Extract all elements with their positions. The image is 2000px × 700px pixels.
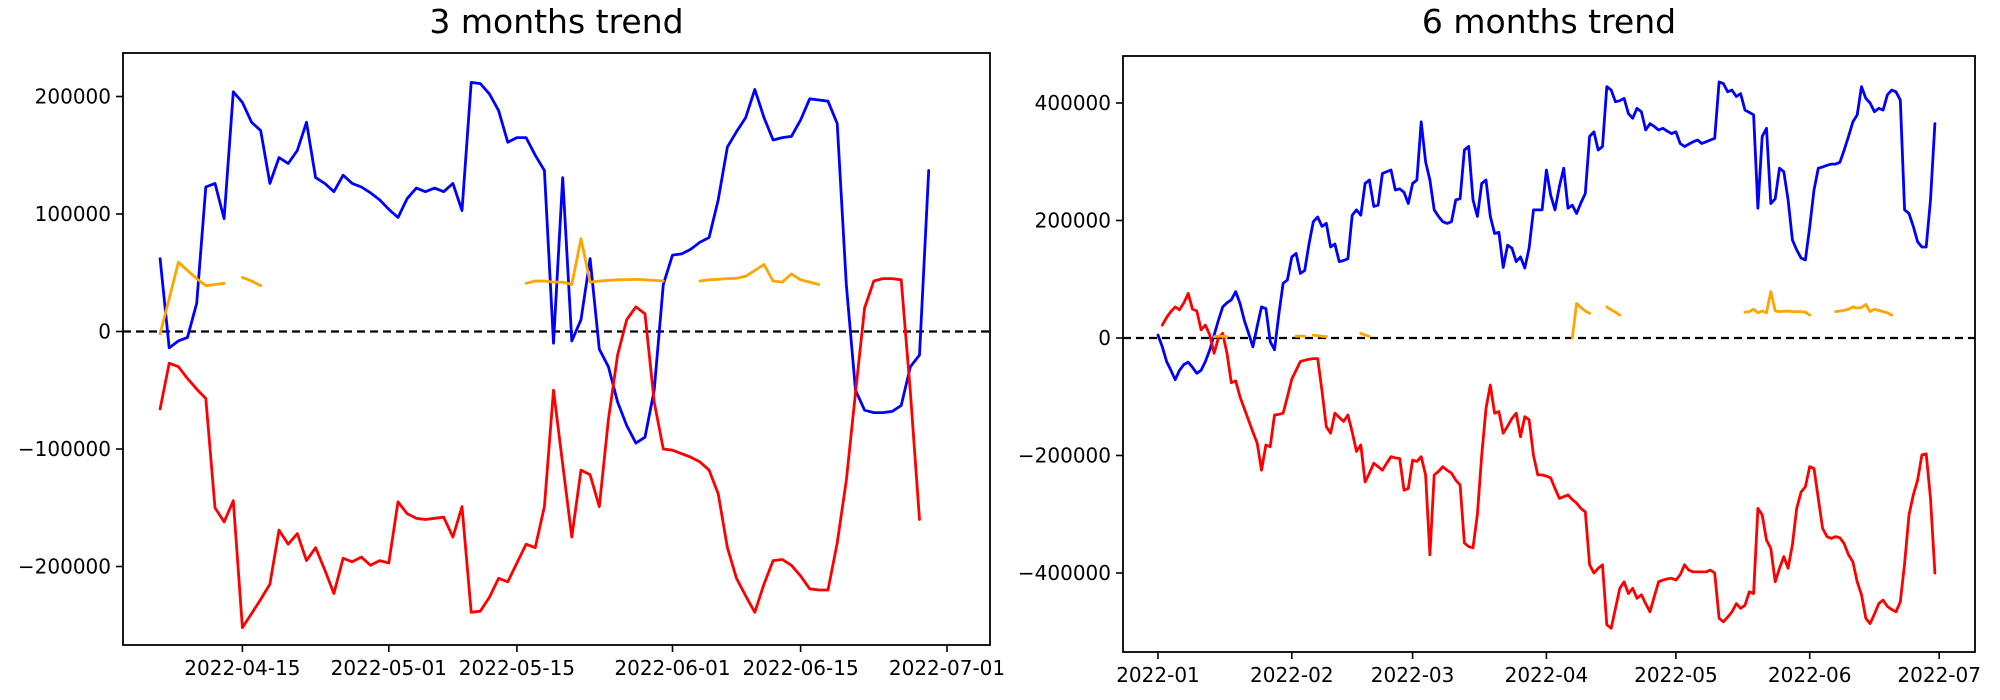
six-months-ytick-label: −200000 — [1018, 444, 1111, 468]
right-chart-title: 6 months trend — [1421, 2, 1677, 41]
six-months-series-neutral-trend — [1570, 301, 1591, 340]
six-months-xtick-label: 2022-01 — [1116, 663, 1200, 687]
six-months-series-neutral-trend — [1743, 290, 1812, 317]
three-months-series-positive-trend — [158, 81, 931, 445]
six-months-plot-border — [1122, 55, 1976, 653]
six-months-series-neutral-trend — [1605, 305, 1622, 317]
three-months-ytick-label: 0 — [98, 320, 111, 344]
six-months-xtick-label: 2022-04 — [1505, 663, 1589, 687]
three-months-ytick-label: 200000 — [35, 85, 111, 109]
left-chart-title: 3 months trend — [429, 2, 684, 41]
six-months-series-neutral-trend — [1834, 303, 1894, 317]
three-months-ytick-label: −200000 — [18, 555, 111, 579]
six-months-xtick-label: 2022-05 — [1634, 663, 1718, 687]
three-months-plot-border — [122, 52, 991, 646]
three-months-ytick-label: −100000 — [18, 437, 111, 461]
three-months-series-neutral-trend — [158, 260, 226, 336]
six-months-xtick-label: 2022-02 — [1250, 663, 1334, 687]
six-months-ytick-label: −400000 — [1018, 561, 1111, 585]
three-months-series-neutral-trend — [524, 237, 665, 286]
six-months-plot-area — [1123, 56, 1975, 652]
six-months-ytick-label: 0 — [1098, 326, 1111, 350]
three-months-xtick-label: 2022-06-15 — [742, 656, 858, 680]
three-months-xtick-label: 2022-05-01 — [331, 656, 447, 680]
six-months-series-negative-trend — [1160, 291, 1937, 630]
three-months-panel: 200000 100000 0 −100000 −200000 2022-04-15 202… — [18, 52, 1005, 680]
six-months-xtick-label: 2022-06 — [1768, 663, 1852, 687]
six-months-series-neutral-trend — [1212, 334, 1229, 339]
three-months-xtick-label: 2022-04-15 — [184, 656, 300, 680]
six-months-xtick-label: 2022-03 — [1371, 663, 1455, 687]
six-months-series-neutral-trend — [1311, 333, 1328, 339]
six-months-panel: 400000 200000 0 −200000 −400000 2022-01 2022-0… — [1018, 55, 1981, 687]
six-months-ytick-label: 200000 — [1035, 209, 1111, 233]
six-months-series-neutral-trend — [1359, 331, 1371, 338]
six-months-ytick-label: 400000 — [1035, 91, 1111, 115]
three-months-series-negative-trend — [158, 277, 921, 629]
six-months-series-positive-trend — [1156, 80, 1937, 382]
three-months-series-neutral-trend — [698, 263, 821, 286]
three-months-xtick-label: 2022-06-01 — [614, 656, 730, 680]
six-months-xtick-label: 2022-07 — [1897, 663, 1981, 687]
three-months-ytick-label: 100000 — [35, 202, 111, 226]
three-months-series-neutral-trend — [240, 275, 263, 288]
three-months-xtick-label: 2022-07-01 — [889, 656, 1005, 680]
three-months-plot-area — [123, 53, 990, 645]
three-months-xtick-label: 2022-05-15 — [459, 656, 575, 680]
